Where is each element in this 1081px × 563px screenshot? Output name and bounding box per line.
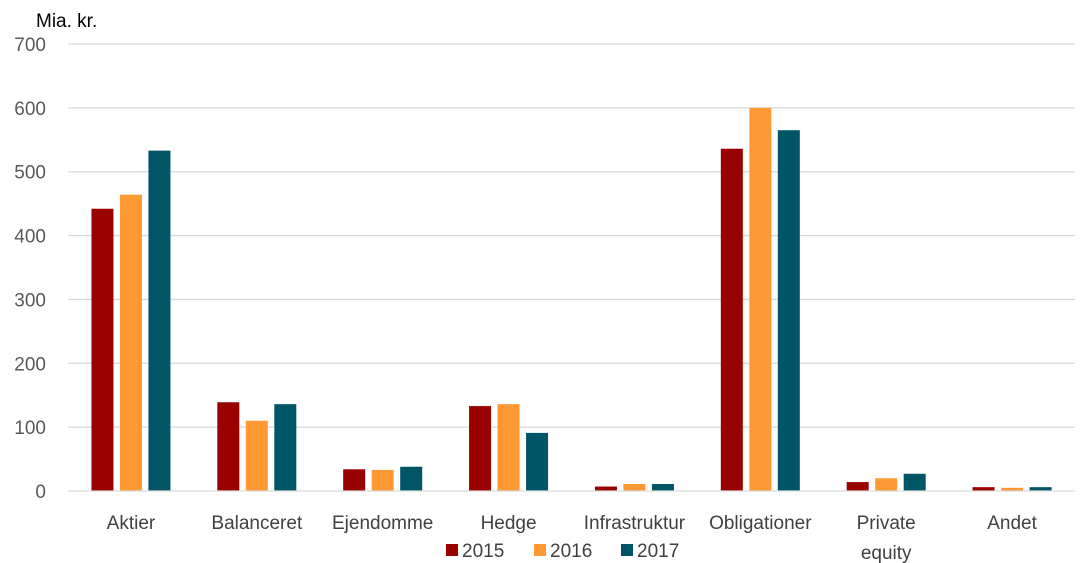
- bar-2015: [469, 406, 492, 491]
- bar-2016: [371, 469, 394, 491]
- x-category-label: Obligationer: [709, 513, 812, 534]
- y-tick-label: 200: [14, 354, 46, 375]
- legend-label: 2016: [550, 541, 592, 562]
- x-category-label-line: Obligationer: [709, 513, 812, 534]
- bars: [91, 107, 1052, 492]
- bar-2017: [148, 150, 171, 492]
- legend-label: 2017: [637, 541, 679, 562]
- legend-swatch-2015: [446, 544, 458, 556]
- y-tick-label: 700: [14, 35, 46, 56]
- bar-2016: [875, 478, 898, 491]
- y-axis-unit-label: Mia. kr.: [36, 11, 97, 32]
- x-category-label-line: Infrastruktur: [584, 513, 686, 534]
- x-category-label: Ejendomme: [332, 513, 433, 534]
- bar-2016: [623, 483, 646, 491]
- x-category-label: Infrastruktur: [584, 513, 686, 534]
- bar-2015: [972, 487, 995, 491]
- x-category-label-line: Aktier: [107, 513, 156, 534]
- legend-label: 2015: [462, 541, 504, 562]
- bar-2015: [343, 469, 366, 491]
- x-category-label: Balanceret: [211, 513, 303, 534]
- bar-2017: [274, 404, 297, 491]
- bar-2015: [594, 486, 617, 491]
- x-category-label: Aktier: [107, 513, 156, 534]
- bar-2016: [749, 107, 772, 491]
- bar-2017: [526, 432, 549, 491]
- bar-2017: [400, 466, 423, 491]
- bar-2016: [497, 404, 520, 491]
- bar-2017: [1029, 487, 1052, 491]
- x-category-label-line: Hedge: [481, 513, 537, 534]
- legend: 2015 2016 2017: [446, 541, 679, 562]
- x-category-label-line: Andet: [987, 513, 1037, 534]
- y-tick-label: 100: [14, 418, 46, 439]
- bar-2017: [651, 483, 674, 491]
- bar-2017: [777, 130, 800, 491]
- y-tick-label: 400: [14, 227, 46, 248]
- x-category-label-line: Balanceret: [211, 513, 303, 534]
- category-labels: Aktier Balanceret Ejendomme Hedge Infrastruk…: [107, 513, 1038, 563]
- bar-2016: [119, 194, 142, 491]
- x-category-label-line: Private: [857, 513, 916, 534]
- y-tick-label: 600: [14, 99, 46, 120]
- bar-2016: [1001, 487, 1024, 491]
- gridlines: [68, 43, 1075, 428]
- y-tick-label: 0: [35, 482, 46, 503]
- x-category-label-line: equity: [861, 543, 912, 563]
- legend-swatch-2016: [534, 544, 546, 556]
- x-category-label: Hedge: [481, 513, 537, 534]
- bar-2015: [720, 148, 743, 491]
- bar-2015: [846, 482, 869, 491]
- bar-2015: [217, 402, 240, 491]
- bar-2015: [91, 208, 114, 491]
- x-category-label-line: Ejendomme: [332, 513, 433, 534]
- x-category-label: Private equity: [857, 513, 916, 563]
- x-category-label: Andet: [987, 513, 1037, 534]
- y-axis-ticks: 0 100 200 300 400 500 600 700: [14, 35, 46, 503]
- y-tick-label: 500: [14, 163, 46, 184]
- legend-swatch-2017: [621, 544, 633, 556]
- y-tick-label: 300: [14, 290, 46, 311]
- bar-2017: [903, 473, 926, 491]
- bar-2016: [245, 420, 268, 491]
